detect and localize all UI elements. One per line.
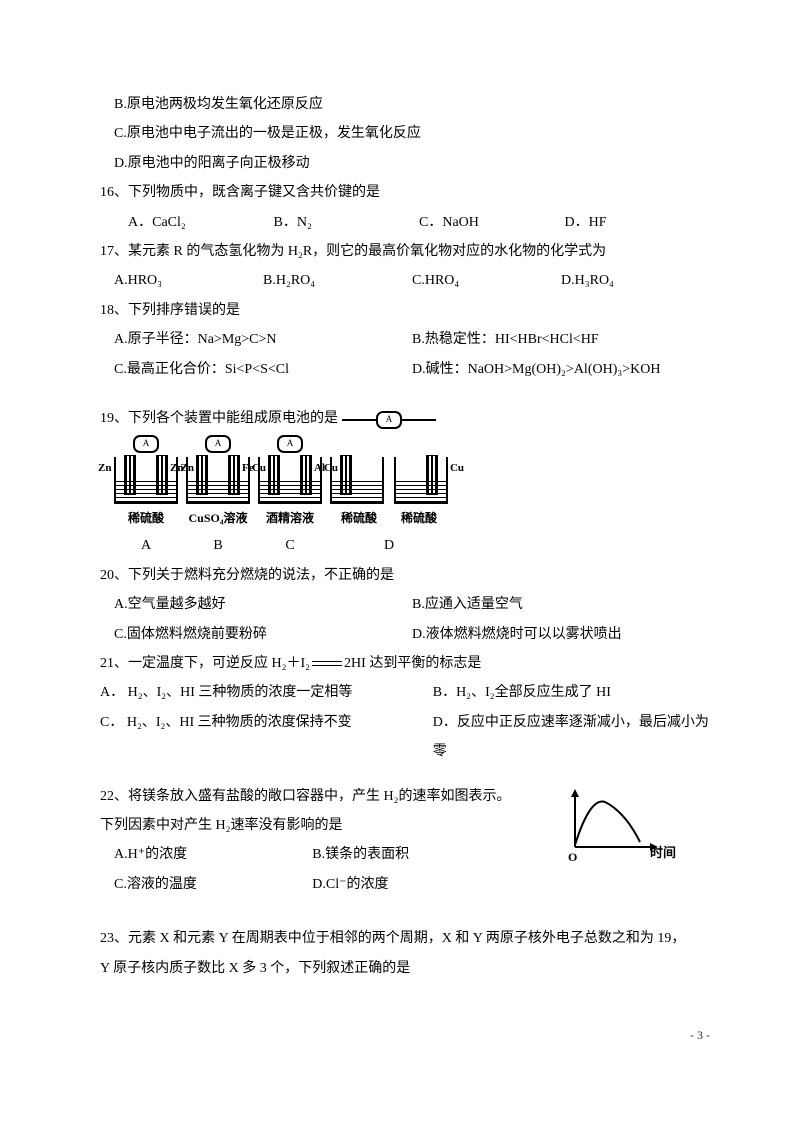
q21-pre: 21、一定温度下，可逆反应 H₂＋I₂ bbox=[100, 656, 310, 671]
q17-a: A.HRO₃ bbox=[114, 266, 263, 295]
page-number: - 3 - bbox=[100, 1023, 710, 1048]
q17-c: C.HRO₄ bbox=[412, 266, 561, 295]
q18-row1: A.原子半径：Na>Mg>C>N B.热稳定性：HI<HBr<HCl<HF bbox=[100, 325, 710, 354]
q18-row2: C.最高正化合价：Si<P<S<Cl D.碱性：NaOH>Mg(OH)₂>Al(… bbox=[100, 355, 710, 384]
ammeter-icon: A bbox=[376, 411, 402, 429]
q21-b: B．H₂、I₂全部反应生成了 HI bbox=[433, 678, 710, 707]
q21-a: A． H₂、I₂、HI 三种物质的浓度一定相等 bbox=[100, 678, 433, 707]
cell-c: A Fe Cu 酒精溶液 C bbox=[258, 439, 322, 561]
cell-d: A Al Cu 稀硫酸 稀硫酸 D bbox=[330, 439, 448, 561]
q18-stem: 18、下列排序错误的是 bbox=[100, 296, 710, 325]
q20-stem: 20、下列关于燃料充分燃烧的说法，不正确的是 bbox=[100, 561, 710, 590]
q22-graph: O 时间 bbox=[560, 787, 680, 868]
q22-d: D.Cl⁻的浓度 bbox=[312, 870, 510, 899]
q18-d: D.碱性：NaOH>Mg(OH)₂>Al(OH)₃>KOH bbox=[412, 355, 710, 384]
q18-a: A.原子半径：Na>Mg>C>N bbox=[114, 325, 412, 354]
q23-line1: 23、元素 X 和元素 Y 在周期表中位于相邻的两个周期，X 和 Y 两原子核外… bbox=[100, 924, 710, 953]
graph-origin: O bbox=[568, 845, 577, 870]
cell-b-letter: B bbox=[213, 531, 222, 560]
q22-row2: C.溶液的温度 D.Cl⁻的浓度 bbox=[100, 870, 511, 899]
cell-d-left: Al bbox=[314, 457, 325, 480]
q17-b: B.H₂RO₄ bbox=[263, 266, 412, 295]
q19-diagrams: A Zn Zn 稀硫酸 A A Zn Cu CuSO₄溶液 B A Fe Cu bbox=[100, 433, 710, 561]
q21-stem: 21、一定温度下，可逆反应 H₂＋I₂ 2HI 达到平衡的标志是 bbox=[100, 649, 710, 678]
q16-options: A．CaCl₂ B．N₂ C．NaOH D．HF bbox=[100, 208, 710, 237]
q20-d: D.液体燃料燃烧时可以以雾状喷出 bbox=[412, 620, 710, 649]
cell-c-left: Fe bbox=[242, 457, 254, 480]
q20-row2: C.固体燃料燃烧前要粉碎 D.液体燃料燃烧时可以以雾状喷出 bbox=[100, 620, 710, 649]
q20-c: C.固体燃料燃烧前要粉碎 bbox=[114, 620, 412, 649]
q20-a: A.空气量越多越好 bbox=[114, 590, 412, 619]
q21-row1: A． H₂、I₂、HI 三种物质的浓度一定相等 B．H₂、I₂全部反应生成了 H… bbox=[100, 678, 710, 707]
q18-c: C.最高正化合价：Si<P<S<Cl bbox=[114, 355, 412, 384]
cell-b-left: Zn bbox=[170, 457, 183, 480]
q22: 22、将镁条放入盛有盐酸的敞口容器中，产生 H₂的速率如图表示。 下列因素中对产… bbox=[100, 782, 710, 900]
q20-row1: A.空气量越多越好 B.应通入适量空气 bbox=[100, 590, 710, 619]
q16-d: D．HF bbox=[565, 208, 711, 237]
cell-a-letter: A bbox=[141, 531, 151, 560]
cell-a: A Zn Zn 稀硫酸 A bbox=[114, 439, 178, 561]
cell-b-sol: CuSO₄溶液 bbox=[189, 506, 248, 531]
q22-c: C.溶液的温度 bbox=[114, 870, 312, 899]
q15-opt-d: D.原电池中的阳离子向正极移动 bbox=[100, 149, 710, 178]
cell-d-right: Cu bbox=[450, 457, 464, 480]
q21-post: 2HI 达到平衡的标志是 bbox=[344, 656, 481, 671]
cell-d-letter: D bbox=[384, 531, 394, 560]
ammeter-icon: A bbox=[277, 435, 303, 453]
q16-c: C．NaOH bbox=[419, 208, 565, 237]
equilibrium-arrow-icon bbox=[312, 661, 342, 666]
graph-xlabel: 时间 bbox=[650, 839, 676, 866]
ammeter-icon: A bbox=[205, 435, 231, 453]
q17-options: A.HRO₃ B.H₂RO₄ C.HRO₄ D.H₃RO₄ bbox=[100, 266, 710, 295]
q15-opt-c: C.原电池中电子流出的一极是正极，发生氧化反应 bbox=[100, 119, 710, 148]
q22-row1: A.H⁺的浓度 B.镁条的表面积 bbox=[100, 840, 511, 869]
q15-opt-b: B.原电池两极均发生氧化还原反应 bbox=[100, 90, 710, 119]
q17-d: D.H₃RO₄ bbox=[561, 266, 710, 295]
q21-d: D．反应中正反应速率逐渐减小，最后减小为零 bbox=[433, 708, 710, 767]
q17-stem: 17、某元素 R 的气态氢化物为 H₂R，则它的最高价氧化物对应的水化物的化学式… bbox=[100, 237, 710, 266]
cell-d-sol-l: 稀硫酸 bbox=[334, 506, 384, 531]
q21-row2: C． H₂、I₂、HI 三种物质的浓度保持不变 D．反应中正反应速率逐渐减小，最… bbox=[100, 708, 710, 767]
q16-b: B．N₂ bbox=[274, 208, 420, 237]
q16-a: A．CaCl₂ bbox=[128, 208, 274, 237]
q21-c: C． H₂、I₂、HI 三种物质的浓度保持不变 bbox=[100, 708, 433, 767]
cell-c-letter: C bbox=[285, 531, 294, 560]
cell-a-sol: 稀硫酸 bbox=[128, 506, 164, 531]
q18-b: B.热稳定性：HI<HBr<HCl<HF bbox=[412, 325, 710, 354]
ammeter-icon: A bbox=[133, 435, 159, 453]
cell-c-sol: 酒精溶液 bbox=[266, 506, 314, 531]
q23-line2: Y 原子核内质子数比 X 多 3 个，下列叙述正确的是 bbox=[100, 954, 710, 983]
cell-b: A Zn Cu CuSO₄溶液 B bbox=[186, 439, 250, 561]
cell-d-sol-r: 稀硫酸 bbox=[394, 506, 444, 531]
cell-a-left: Zn bbox=[98, 457, 111, 480]
q22-b: B.镁条的表面积 bbox=[312, 840, 510, 869]
q16-stem: 16、下列物质中，既含离子键又含共价键的是 bbox=[100, 178, 710, 207]
q22-a: A.H⁺的浓度 bbox=[114, 840, 312, 869]
q20-b: B.应通入适量空气 bbox=[412, 590, 710, 619]
